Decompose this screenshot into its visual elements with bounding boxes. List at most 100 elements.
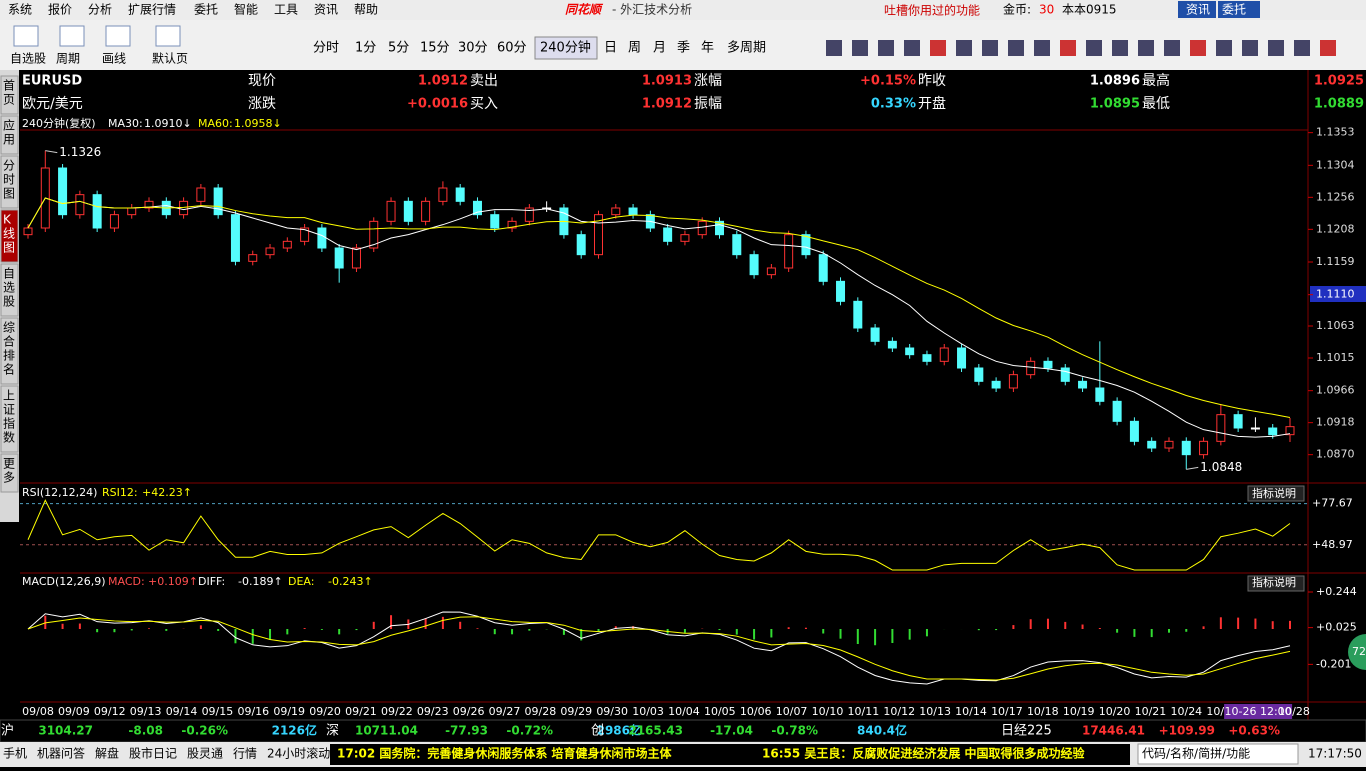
draw-tool[interactable]: [904, 40, 920, 56]
tool-icon[interactable]: [13, 25, 39, 47]
draw-tool[interactable]: [1216, 40, 1232, 56]
candle-body: [455, 187, 465, 202]
period-button[interactable]: 周: [628, 41, 641, 56]
status-link[interactable]: 行情: [233, 747, 257, 761]
status-link[interactable]: 机器问答: [37, 746, 85, 761]
side-tab-char: 线: [3, 227, 15, 241]
draw-tool[interactable]: [1138, 40, 1154, 56]
help-button[interactable]: [1247, 575, 1305, 592]
draw-tool[interactable]: [1190, 40, 1206, 56]
menu-item[interactable]: 委托: [194, 3, 218, 17]
date-label: 09/29: [560, 705, 592, 718]
draw-tool[interactable]: [878, 40, 894, 56]
draw-tool[interactable]: [1320, 40, 1336, 56]
menu-item[interactable]: 工具: [274, 3, 298, 17]
draw-tool[interactable]: [1268, 40, 1284, 56]
badge[interactable]: [1348, 634, 1366, 670]
news-item[interactable]: 16:55 吴王良：反腐败促进经济发展 中国取得很多成功经验: [762, 746, 1086, 761]
side-tab-char: 合: [3, 334, 15, 349]
quote-value: 0.33%: [871, 97, 916, 112]
period-button[interactable]: 日: [604, 41, 617, 56]
status-link[interactable]: 手机: [3, 747, 27, 761]
draw-tool[interactable]: [982, 40, 998, 56]
draw-tool[interactable]: [826, 40, 842, 56]
menu-item[interactable]: 系统: [8, 3, 32, 17]
index-change: -77.93: [445, 724, 488, 738]
trade-button[interactable]: [1218, 1, 1260, 18]
status-link[interactable]: 股灵通: [187, 747, 223, 761]
date-label: 10/24: [1170, 705, 1202, 718]
period-button[interactable]: 多周期: [727, 40, 766, 56]
news-button[interactable]: [1178, 1, 1216, 18]
help-button[interactable]: [1247, 485, 1305, 502]
draw-tool[interactable]: [1008, 40, 1024, 56]
side-tab-char: 页: [3, 93, 15, 107]
candle-body: [386, 200, 396, 222]
candle-body: [1043, 360, 1053, 369]
period-button[interactable]: 分时: [313, 41, 339, 56]
status-link[interactable]: 解盘: [95, 746, 119, 761]
candle-body: [991, 380, 1001, 389]
side-tab[interactable]: [0, 115, 19, 155]
side-tab-char: 多: [3, 471, 15, 485]
period-button[interactable]: 月: [653, 41, 666, 56]
period-button[interactable]: 年: [701, 41, 714, 56]
date-label: 09/30: [596, 705, 628, 718]
period-button[interactable]: 60分: [497, 41, 527, 56]
draw-tool[interactable]: [852, 40, 868, 56]
draw-tool[interactable]: [1086, 40, 1102, 56]
menu-item[interactable]: 报价: [48, 2, 72, 17]
date-label: 09/15: [202, 705, 234, 718]
draw-tool[interactable]: [1060, 40, 1076, 56]
side-tab[interactable]: [0, 385, 19, 453]
draw-tool[interactable]: [1164, 40, 1180, 56]
tool-icon[interactable]: [105, 25, 131, 47]
ma-line: [27, 197, 1291, 438]
menu-item[interactable]: 分析: [88, 3, 112, 17]
side-tab[interactable]: [0, 209, 19, 263]
tool-icon[interactable]: [155, 25, 181, 47]
search-box[interactable]: [1137, 743, 1299, 765]
date-label: 10/11: [848, 705, 880, 718]
status-link[interactable]: 24小时滚动: [267, 746, 330, 761]
ma-name: MA60:: [198, 117, 233, 130]
index-volume: 2126亿: [272, 723, 317, 738]
side-tab[interactable]: [0, 155, 19, 209]
draw-tool[interactable]: [1294, 40, 1310, 56]
macd-value: -0.243↑: [328, 575, 373, 588]
draw-tool[interactable]: [956, 40, 972, 56]
status-link[interactable]: 股市日记: [129, 746, 177, 761]
menu-item[interactable]: 扩展行情: [128, 3, 176, 17]
period-button[interactable]: 1分: [355, 41, 376, 56]
tool-icon[interactable]: [59, 25, 85, 47]
date-label: 10/04: [668, 705, 700, 718]
period-button[interactable]: 5分: [388, 41, 409, 56]
candle-body: [421, 200, 431, 222]
candle-body: [179, 200, 189, 216]
side-tab-char: 证: [3, 403, 15, 417]
side-tab[interactable]: [0, 453, 19, 493]
candle-body: [836, 280, 846, 302]
menu-item[interactable]: 智能: [234, 2, 258, 17]
candle-body: [1026, 360, 1036, 376]
index-price: 2165.43: [628, 724, 683, 738]
side-tab[interactable]: [0, 263, 19, 317]
draw-tool[interactable]: [1034, 40, 1050, 56]
news-item[interactable]: 17:02 国务院：完善健身休闲服务体系 培育健身休闲市场主体: [337, 746, 673, 761]
side-tab[interactable]: [0, 75, 19, 115]
period-button[interactable]: 15分: [420, 41, 450, 56]
period-button[interactable]: 季: [677, 41, 690, 56]
draw-tool[interactable]: [1112, 40, 1128, 56]
candle-body: [1008, 374, 1018, 389]
menu-item[interactable]: 帮助: [354, 3, 378, 17]
feedback-link[interactable]: 吐槽你用过的功能: [884, 3, 980, 18]
period-button[interactable]: 240分钟: [540, 40, 591, 56]
draw-tool[interactable]: [930, 40, 946, 56]
index-change: +109.99: [1159, 724, 1215, 738]
side-tab[interactable]: [0, 317, 19, 385]
menu-item[interactable]: 资讯: [314, 3, 338, 17]
period-button[interactable]: 30分: [458, 41, 488, 56]
draw-tool[interactable]: [1242, 40, 1258, 56]
candle-body: [957, 347, 967, 369]
date-highlight: [1224, 704, 1293, 719]
